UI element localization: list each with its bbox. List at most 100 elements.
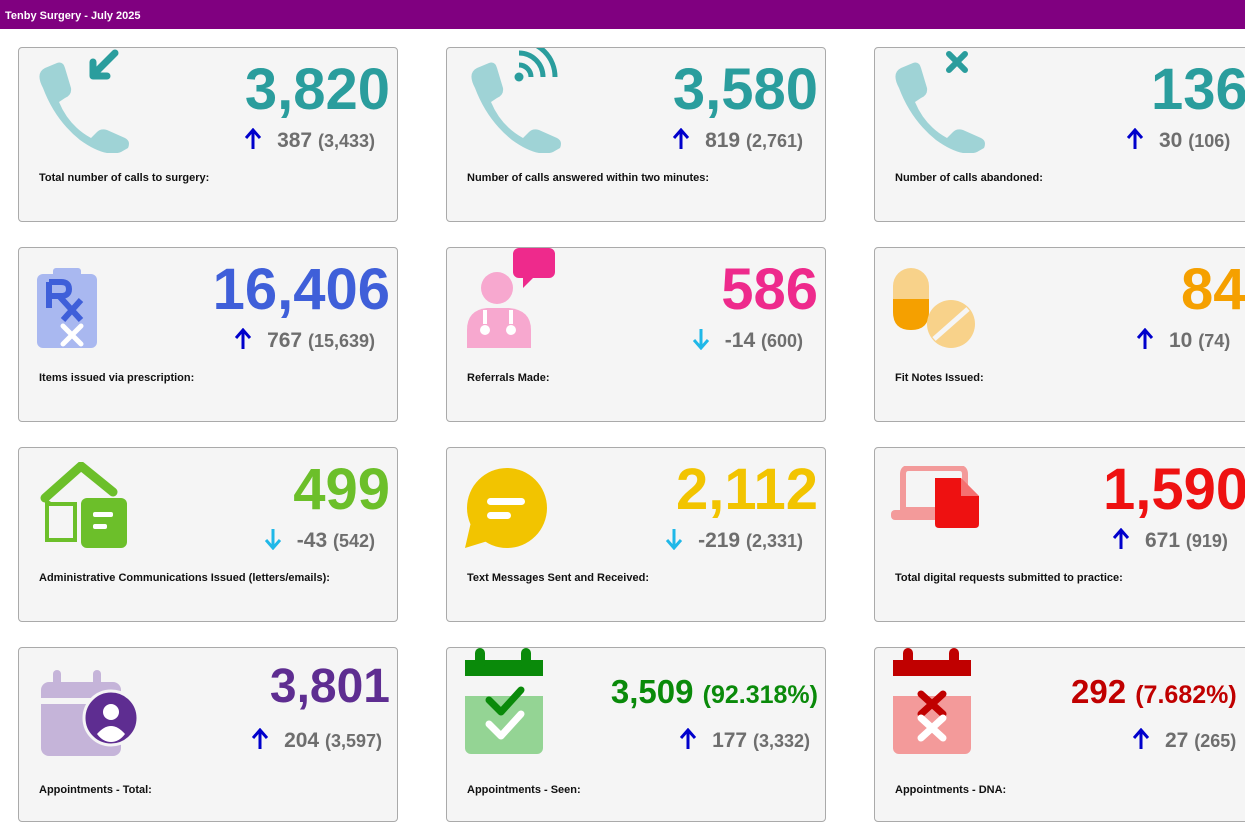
change-value: 671 [1145,529,1181,552]
previous-value: (2,331) [745,531,803,551]
change-value: 204 [284,729,320,752]
card-text-messages[interactable]: 2,112 -219 (2,331) Text Messages Sent an… [446,447,826,622]
metric-change: -14 (600) [692,328,803,354]
metric-label: Total number of calls to surgery: [39,172,210,184]
arrow-up-icon [1133,728,1149,750]
card-total-calls[interactable]: 3,820 387 (3,433) Total number of calls … [18,47,398,222]
change-value: -14 [724,329,756,352]
previous-value: (919) [1185,531,1228,551]
metric-label: Number of calls abandoned: [895,172,1043,184]
phone-abandoned-icon [895,51,985,153]
phone-incoming-icon [39,49,129,153]
previous-value: (265) [1194,731,1237,751]
metric-label: Administrative Communications Issued (le… [39,572,330,584]
metric-value: 2,112 [676,457,818,522]
arrow-up-icon [245,128,262,150]
calendar-person-icon [41,670,139,756]
metric-change: 387 (3,433) [245,128,375,154]
appointments-seen-count: 3,509 [610,673,694,710]
appointments-seen-percent: (92.318%) [702,681,818,709]
arrow-up-icon [680,728,697,750]
card-admin-comms[interactable]: 499 -43 (542) Administrative Communicati… [18,447,398,622]
laptop-document-icon [891,466,979,528]
metric-value: 3,509 (92.318%) [611,670,818,717]
metric-value: 586 [721,257,818,322]
metric-value: 84 [1181,257,1245,322]
metric-change: 204 (3,597) [252,728,382,754]
card-calls-answered[interactable]: 3,580 819 (2,761) Number of calls answer… [446,47,826,222]
house-letter-icon [40,462,127,548]
previous-value: (600) [760,331,803,351]
metric-label: Fit Notes Issued: [895,372,984,384]
metric-value: 1,590 [1103,457,1245,522]
change-value: 27 [1165,729,1189,752]
metric-value: 136 [1151,57,1245,122]
change-value: 387 [277,129,313,152]
metric-change: 177 (3,332) [680,728,810,754]
card-appointments-dna[interactable]: 292 (7.682%) 27 (265) Appointments - DNA… [874,647,1245,822]
metric-label: Appointments - Seen: [467,784,581,796]
metric-label: Items issued via prescription: [39,372,195,384]
metric-label: Total digital requests submitted to prac… [895,572,1123,584]
change-value: 767 [267,329,303,352]
card-fit-notes[interactable]: 84 10 (74) Fit Notes Issued: [874,247,1245,422]
previous-value: (74) [1198,331,1231,351]
card-prescriptions[interactable]: 16,406 767 (15,639) Items issued via pre… [18,247,398,422]
change-value: 10 [1169,329,1193,352]
calendar-cross-icon [893,648,971,754]
page-title: Tenby Surgery - July 2025 [5,10,141,22]
arrow-up-icon [1113,528,1129,550]
metric-value: 292 (7.682%) [1071,670,1237,717]
previous-value: (106) [1188,131,1231,151]
metric-value: 499 [293,457,390,522]
pills-icon [893,268,975,348]
appointments-dna-count: 292 [1071,673,1127,710]
appointments-dna-percent: (7.682%) [1135,681,1237,709]
metric-change: 767 (15,639) [235,328,375,354]
metric-label: Appointments - Total: [39,784,152,796]
card-appointments-seen[interactable]: 3,509 (92.318%) 177 (3,332) Appointments… [446,647,826,822]
phone-answered-icon [471,48,561,153]
previous-value: (542) [332,531,375,551]
card-appointments-total[interactable]: 3,801 204 (3,597) Appointments - Total: [18,647,398,822]
doctor-referral-icon [467,248,555,348]
prescription-icon [37,268,97,348]
change-value: -43 [296,529,328,552]
change-value: -219 [698,529,741,552]
header-bar: Tenby Surgery - July 2025 [0,0,1245,29]
metric-value: 16,406 [212,257,390,322]
metric-label: Text Messages Sent and Received: [467,572,649,584]
metric-change: -43 (542) [264,528,375,554]
arrow-up-icon [1137,328,1153,350]
change-value: 177 [712,729,748,752]
metric-change: 30 (106) [1127,128,1230,154]
arrow-down-icon [264,529,281,551]
metric-label: Referrals Made: [467,372,550,384]
arrow-up-icon [235,328,252,350]
metric-value: 3,801 [269,660,390,713]
previous-value: (3,597) [324,731,382,751]
card-calls-abandoned[interactable]: 136 30 (106) Number of calls abandoned: [874,47,1245,222]
previous-value: (3,332) [752,731,810,751]
arrow-down-icon [666,529,683,551]
metric-change: 10 (74) [1137,328,1230,354]
arrow-up-icon [252,728,269,750]
calendar-check-icon [465,648,543,754]
chat-bubble-icon [465,468,547,548]
metric-change: 671 (919) [1113,528,1228,554]
metric-value: 3,820 [244,57,390,122]
metric-change: 27 (265) [1133,728,1236,754]
metric-change: 819 (2,761) [673,128,803,154]
metric-change: -219 (2,331) [666,528,803,554]
arrow-down-icon [692,329,709,351]
previous-value: (2,761) [745,131,803,151]
arrow-up-icon [1127,128,1143,150]
card-digital-requests[interactable]: 1,590 671 (919) Total digital requests s… [874,447,1245,622]
previous-value: (15,639) [307,331,375,351]
arrow-up-icon [673,128,690,150]
metric-value: 3,580 [672,57,818,122]
metric-label: Number of calls answered within two minu… [467,172,710,184]
previous-value: (3,433) [317,131,375,151]
card-referrals[interactable]: 586 -14 (600) Referrals Made: [446,247,826,422]
change-value: 30 [1159,129,1183,152]
